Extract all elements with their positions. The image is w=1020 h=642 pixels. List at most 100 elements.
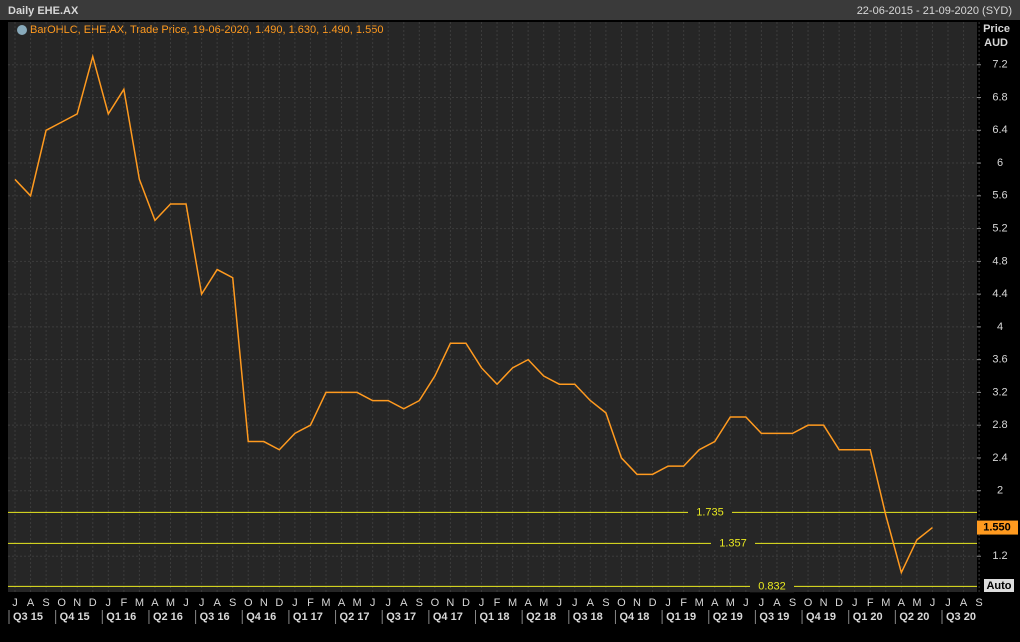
level-label: 1.735 (696, 506, 724, 518)
x-tick-label: A (773, 597, 781, 609)
x-tick-label: S (789, 597, 796, 609)
y-axis-label: AUD (984, 37, 1008, 49)
quarter-label: Q3 18 (573, 611, 603, 623)
x-tick-label: M (135, 597, 144, 609)
x-tick-label: S (602, 597, 609, 609)
x-tick-label: J (183, 597, 189, 609)
x-tick-label: O (244, 597, 253, 609)
y-tick-label: 6 (997, 157, 1003, 169)
quarter-label: Q2 18 (526, 611, 556, 623)
y-tick-label: 3.2 (992, 386, 1007, 398)
y-tick-label: 1.2 (992, 550, 1007, 562)
x-tick-label: J (665, 597, 671, 609)
x-tick-label: J (557, 597, 563, 609)
x-tick-label: D (89, 597, 97, 609)
y-axis-label: Price (983, 23, 1010, 35)
x-tick-label: F (680, 597, 687, 609)
legend-icon (17, 25, 27, 35)
header-bar (0, 0, 1020, 20)
quarter-label: Q2 16 (153, 611, 183, 623)
x-tick-label: J (12, 597, 18, 609)
quarter-label: Q4 19 (806, 611, 836, 623)
x-tick-label: A (524, 597, 532, 609)
x-tick-label: O (804, 597, 813, 609)
auto-button-label[interactable]: Auto (986, 580, 1011, 592)
x-tick-label: O (617, 597, 626, 609)
x-tick-label: M (695, 597, 704, 609)
date-range: 22-06-2015 - 21-09-2020 (SYD) (857, 5, 1012, 17)
y-tick-label: 3.6 (992, 354, 1007, 366)
quarter-label: Q3 19 (759, 611, 789, 623)
x-tick-label: S (229, 597, 236, 609)
x-tick-label: M (539, 597, 548, 609)
x-tick-label: A (151, 597, 159, 609)
y-tick-label: 5.2 (992, 222, 1007, 234)
x-tick-label: A (587, 597, 595, 609)
quarter-label: Q2 17 (340, 611, 370, 623)
level-label-bg (711, 537, 755, 550)
x-tick-label: F (494, 597, 501, 609)
y-tick-label: 2 (997, 485, 1003, 497)
quarter-label: Q3 17 (386, 611, 416, 623)
level-label: 1.357 (719, 537, 747, 549)
x-tick-label: D (649, 597, 657, 609)
quarter-label: Q4 16 (246, 611, 276, 623)
x-tick-label: M (321, 597, 330, 609)
x-tick-label: D (275, 597, 283, 609)
x-tick-label: F (120, 597, 127, 609)
x-tick-label: J (370, 597, 376, 609)
x-tick-label: A (711, 597, 719, 609)
x-tick-label: A (27, 597, 35, 609)
x-tick-label: J (945, 597, 951, 609)
price-line (14, 53, 933, 575)
x-tick-label: N (446, 597, 454, 609)
x-tick-label: M (912, 597, 921, 609)
chart-title: Daily EHE.AX (8, 5, 79, 17)
y-tick-label: 6.4 (992, 124, 1007, 136)
quarter-label: Q1 18 (480, 611, 510, 623)
y-tick-label: 4 (997, 321, 1003, 333)
x-tick-label: S (42, 597, 49, 609)
quarter-label: Q4 18 (619, 611, 649, 623)
quarter-label: Q4 17 (433, 611, 463, 623)
x-tick-label: J (759, 597, 765, 609)
x-tick-label: M (353, 597, 362, 609)
quarter-label: Q3 15 (13, 611, 43, 623)
last-price-marker (977, 520, 1018, 535)
x-tick-label: N (820, 597, 828, 609)
x-tick-label: M (726, 597, 735, 609)
quarter-label: Q4 15 (60, 611, 90, 623)
quarter-label: Q1 17 (293, 611, 323, 623)
x-tick-label: S (975, 597, 982, 609)
y-tick-label: 4.4 (992, 288, 1007, 300)
x-tick-label: J (292, 597, 298, 609)
quarter-label: Q1 20 (853, 611, 883, 623)
x-tick-label: J (479, 597, 485, 609)
last-price-label: 1.550 (983, 521, 1011, 533)
x-tick-label: S (416, 597, 423, 609)
y-tick-label: 5.6 (992, 190, 1007, 202)
x-tick-label: F (307, 597, 314, 609)
x-tick-label: A (338, 597, 346, 609)
y-tick-label: 2.8 (992, 419, 1007, 431)
level-label-bg (750, 580, 794, 593)
y-tick-label: 6.8 (992, 91, 1007, 103)
level-label-bg (688, 506, 732, 519)
x-tick-label: D (835, 597, 843, 609)
quarter-label: Q2 19 (713, 611, 743, 623)
quarter-label: Q3 16 (200, 611, 230, 623)
quarter-label: Q1 19 (666, 611, 696, 623)
y-tick-label: 4.8 (992, 255, 1007, 267)
y-tick-label: 7.2 (992, 59, 1007, 71)
x-tick-label: J (385, 597, 391, 609)
x-tick-label: O (57, 597, 66, 609)
x-tick-label: J (930, 597, 936, 609)
auto-button[interactable] (984, 579, 1014, 592)
quarter-label: Q1 16 (106, 611, 136, 623)
x-tick-label: N (260, 597, 268, 609)
x-tick-label: M (166, 597, 175, 609)
x-tick-label: M (508, 597, 517, 609)
x-tick-label: J (572, 597, 578, 609)
quarter-label: Q2 20 (899, 611, 929, 623)
